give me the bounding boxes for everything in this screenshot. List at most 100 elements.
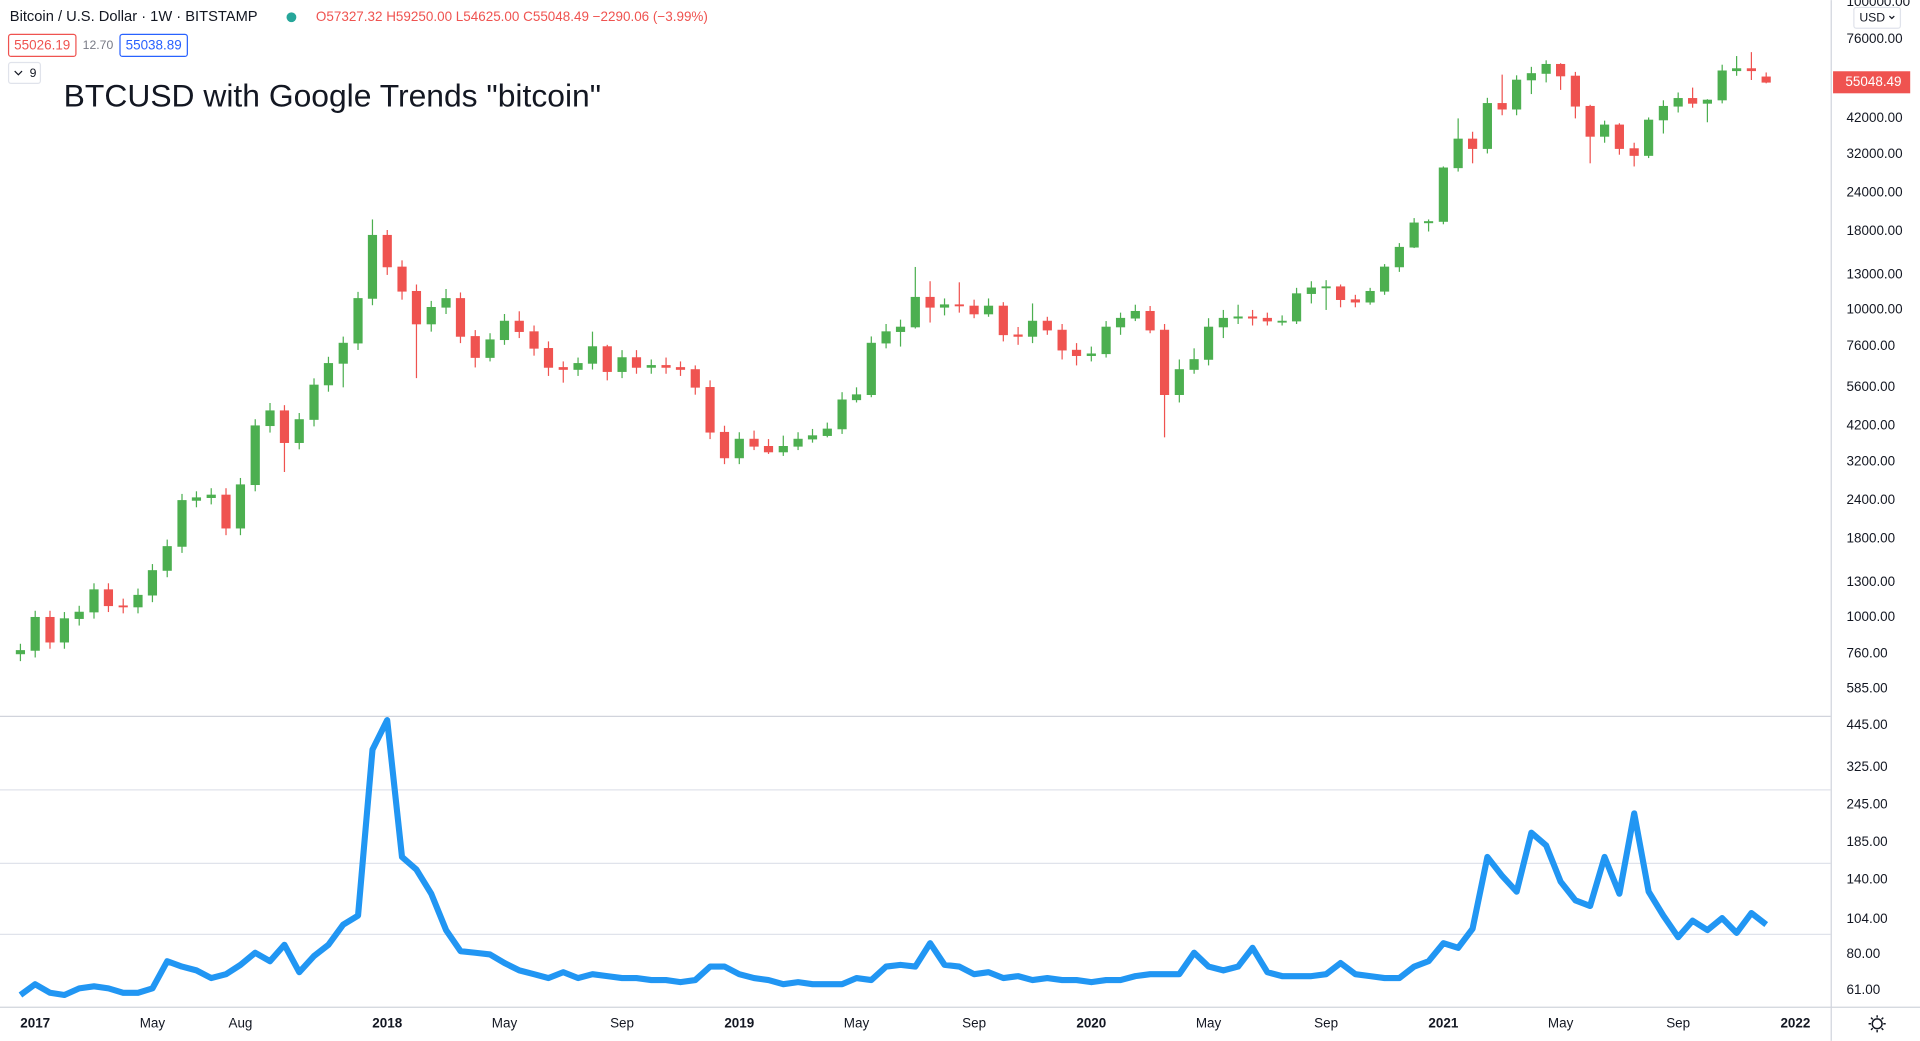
candle-body — [646, 365, 656, 368]
settings-icon[interactable] — [1868, 1015, 1886, 1033]
chevron-icon — [14, 70, 23, 76]
candle-body — [1467, 138, 1478, 149]
ask-price[interactable]: 55038.89 — [126, 38, 182, 53]
candle-body — [118, 605, 128, 608]
candle-body — [499, 320, 510, 341]
y-tick-label: 32000.00 — [1847, 146, 1903, 161]
candle-body — [1262, 317, 1272, 322]
x-tick-label: 2022 — [1780, 1015, 1810, 1030]
x-tick-label: 2021 — [1428, 1015, 1458, 1030]
last-price-tag — [1833, 71, 1911, 94]
candle-body — [353, 298, 363, 344]
candle-body — [1218, 317, 1228, 328]
candle-body — [1629, 148, 1639, 156]
candle-body — [1115, 317, 1126, 328]
buy-button[interactable] — [119, 33, 188, 58]
candle-body — [177, 500, 187, 547]
candle-body — [470, 336, 480, 358]
candle-body — [1438, 167, 1448, 222]
candle-body — [1482, 103, 1492, 149]
y-tick-label: 1000.00 — [1847, 609, 1896, 624]
candle-body — [1335, 286, 1346, 300]
x-tick-label: May — [492, 1015, 518, 1030]
candle-body — [411, 290, 422, 325]
x-tick-label: Sep — [962, 1015, 986, 1030]
candle-body — [1013, 334, 1023, 337]
candle-body — [1247, 316, 1258, 319]
candle-body — [1145, 310, 1155, 331]
candle-body — [587, 346, 598, 364]
chart-title: BTCUSD with Google Trends "bitcoin" — [64, 77, 601, 113]
symbol-title: Bitcoin / U.S. Dollar · 1W · BITSTAMP — [10, 9, 258, 25]
currency[interactable]: USD — [1859, 11, 1885, 25]
market-status[interactable] — [286, 12, 297, 23]
y-tick-label: 80.00 — [1847, 946, 1881, 961]
y-tick-label: 445.00 — [1847, 717, 1888, 732]
candle-body — [103, 589, 114, 607]
y-tick-label: 61.00 — [1847, 982, 1881, 997]
candle-body — [265, 410, 275, 427]
x-tick-label: Sep — [610, 1015, 634, 1030]
candle-body — [910, 296, 920, 328]
candle-body — [1321, 286, 1331, 289]
y-tick-label: 760.00 — [1847, 645, 1888, 660]
candle-body — [807, 435, 818, 440]
candle-body — [1101, 326, 1111, 355]
candle-body — [1174, 369, 1184, 395]
candle-body — [485, 339, 495, 358]
y-tick-label: 185.00 — [1847, 834, 1888, 849]
candle-body — [59, 618, 70, 643]
sell-button[interactable] — [7, 33, 77, 58]
candle-body — [925, 296, 935, 308]
candle-body — [162, 546, 172, 571]
candle-body — [1732, 68, 1742, 72]
candle-body — [1453, 138, 1463, 169]
candle-body — [74, 611, 84, 619]
y-tick-label: 5600.00 — [1847, 379, 1896, 394]
candle-body — [1717, 70, 1727, 101]
candle-body — [1688, 98, 1698, 104]
candle-body — [1306, 287, 1316, 294]
y-tick-label: 585.00 — [1847, 680, 1888, 695]
y-tick-label: 100000.00 — [1847, 0, 1911, 9]
y-tick-label: 10000.00 — [1847, 302, 1903, 317]
candle-body — [147, 570, 158, 596]
candle-body — [1027, 320, 1038, 337]
currency-button[interactable] — [1853, 6, 1902, 29]
x-tick-label: May — [844, 1015, 870, 1030]
x-tick-label: Sep — [1314, 1015, 1338, 1030]
chevron-icon — [1888, 15, 1895, 20]
candle-body — [734, 438, 744, 459]
candle-body — [529, 331, 539, 349]
candle-body — [89, 589, 99, 613]
indicators-toggle[interactable] — [7, 61, 42, 84]
candle-body — [1570, 75, 1580, 107]
candle-body — [455, 298, 466, 337]
candle-body — [1556, 63, 1566, 77]
candle-body — [323, 363, 334, 386]
candle-body — [1585, 105, 1595, 137]
candle-body — [1365, 290, 1375, 303]
candle-body — [1057, 329, 1067, 351]
candle-body — [749, 438, 759, 447]
x-tick-label: Sep — [1666, 1015, 1690, 1030]
gear-teeth — [1868, 1015, 1886, 1033]
candle-body — [602, 346, 612, 372]
candle-body — [558, 367, 568, 370]
candle-body — [1761, 76, 1771, 83]
candle-body — [705, 387, 715, 433]
candle-body — [661, 365, 671, 368]
x-tick-label: May — [1548, 1015, 1574, 1030]
x-tick-label: May — [140, 1015, 166, 1030]
candle-body — [881, 331, 891, 344]
candle-body — [895, 326, 906, 332]
y-tick-label: 13000.00 — [1847, 266, 1903, 281]
candle-body — [983, 305, 994, 315]
y-tick-label: 1300.00 — [1847, 574, 1896, 589]
bid-price[interactable]: 55026.19 — [14, 38, 70, 53]
y-tick-label: 245.00 — [1847, 797, 1888, 812]
candle-body — [617, 357, 627, 372]
candle-body — [1350, 299, 1360, 303]
candle-body — [1042, 320, 1052, 331]
